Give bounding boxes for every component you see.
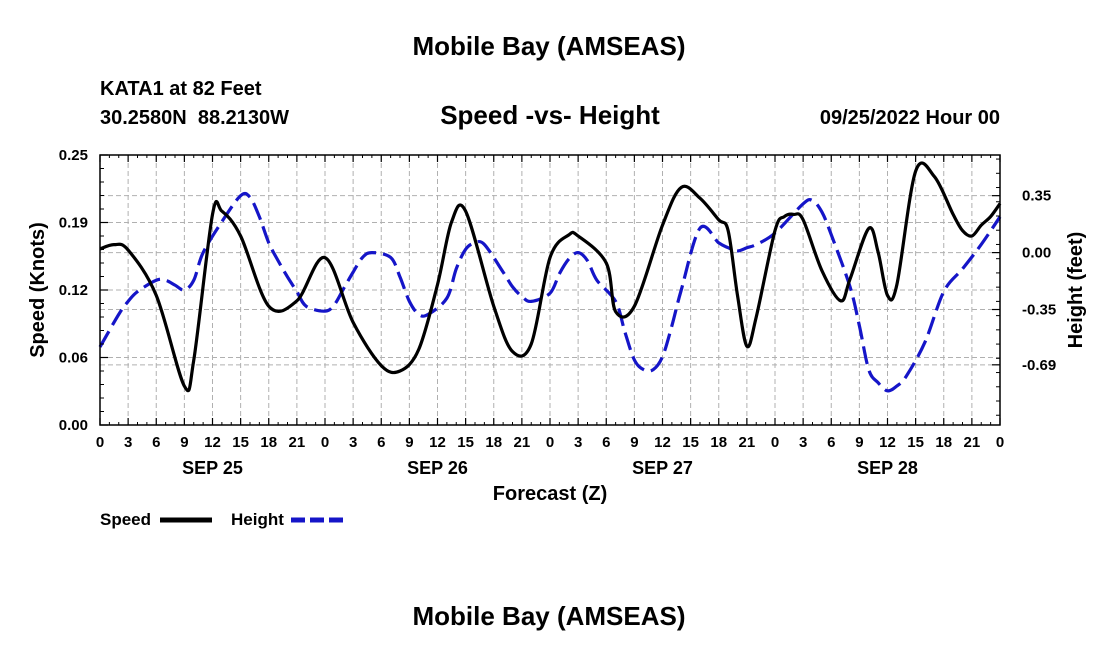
- x-tick-label: 18: [485, 434, 502, 451]
- chart-title: Mobile Bay (AMSEAS): [412, 31, 685, 61]
- x-tick-label: 21: [289, 434, 306, 451]
- x-tick-label: 3: [574, 434, 582, 451]
- x-tick-label: 6: [602, 434, 610, 451]
- day-label: SEP 28: [857, 458, 918, 478]
- x-tick-label: 0: [996, 434, 1004, 451]
- legend-speed-label: Speed: [100, 510, 151, 529]
- x-tick-label: 9: [405, 434, 413, 451]
- x-tick-label: 0: [771, 434, 779, 451]
- x-tick-label: 12: [879, 434, 896, 451]
- ticks: [99, 154, 1001, 426]
- y-tick-label: 0.25: [59, 147, 88, 164]
- legend-height-label: Height: [231, 510, 284, 529]
- series-layer: [98, 161, 1002, 393]
- x-tick-label: 3: [124, 434, 132, 451]
- day-label: SEP 25: [182, 458, 243, 478]
- y-tick-label: 0.00: [59, 417, 88, 434]
- x-tick-label: 0: [96, 434, 104, 451]
- x-tick-label: 3: [349, 434, 357, 451]
- x-tick-label: 21: [964, 434, 981, 451]
- grid: [100, 155, 1000, 425]
- y2-tick-label: -0.35: [1022, 302, 1056, 319]
- station-label: KATA1 at 82 Feet: [100, 78, 262, 100]
- legend: Speed Height: [100, 510, 343, 529]
- x-tick-label: 3: [799, 434, 807, 451]
- x-tick-label: 21: [739, 434, 756, 451]
- y2-tick-label: 0.00: [1022, 245, 1051, 262]
- x-tick-label: 9: [855, 434, 863, 451]
- x-tick-label: 18: [260, 434, 277, 451]
- x-tick-label: 15: [232, 434, 249, 451]
- speed-series-line: [99, 161, 1002, 393]
- height-series-line: [98, 191, 1002, 393]
- x-tick-label: 15: [682, 434, 699, 451]
- y2-tick-label: -0.69: [1022, 357, 1056, 374]
- chart-subtitle: Speed -vs- Height: [440, 100, 660, 130]
- x-tick-label: 21: [514, 434, 531, 451]
- coords-label: 30.2580N 88.2130W: [100, 107, 289, 129]
- x-tick-label: 9: [630, 434, 638, 451]
- x-tick-label: 15: [907, 434, 924, 451]
- y-tick-label: 0.12: [59, 282, 88, 299]
- x-tick-label: 6: [152, 434, 160, 451]
- x-tick-label: 6: [827, 434, 835, 451]
- x-tick-label: 12: [429, 434, 446, 451]
- x-tick-label: 0: [321, 434, 329, 451]
- x-tick-label: 15: [457, 434, 474, 451]
- chart-title-repeat: Mobile Bay (AMSEAS): [412, 601, 685, 631]
- x-tick-label: 12: [204, 434, 221, 451]
- x-tick-label: 9: [180, 434, 188, 451]
- x-axis-label: Forecast (Z): [493, 483, 607, 505]
- tick-labels: 0 3 6 9 12 15 18 21 0 3 6 9 12 15 18 21 0 3 6 9 12 15 18 21 0 3 6 9…: [59, 147, 1056, 478]
- x-tick-label: 18: [935, 434, 952, 451]
- x-tick-label: 6: [377, 434, 385, 451]
- y-tick-label: 0.19: [59, 215, 88, 232]
- x-tick-label: 18: [710, 434, 727, 451]
- date-label: 09/25/2022 Hour 00: [820, 107, 1000, 129]
- y-axis-label: Speed (Knots): [27, 222, 49, 358]
- day-label: SEP 27: [632, 458, 693, 478]
- x-tick-label: 0: [546, 434, 554, 451]
- y2-tick-label: 0.35: [1022, 188, 1051, 205]
- y2-axis-label: Height (feet): [1065, 232, 1087, 349]
- y-tick-label: 0.06: [59, 350, 88, 367]
- day-label: SEP 26: [407, 458, 468, 478]
- x-tick-label: 12: [654, 434, 671, 451]
